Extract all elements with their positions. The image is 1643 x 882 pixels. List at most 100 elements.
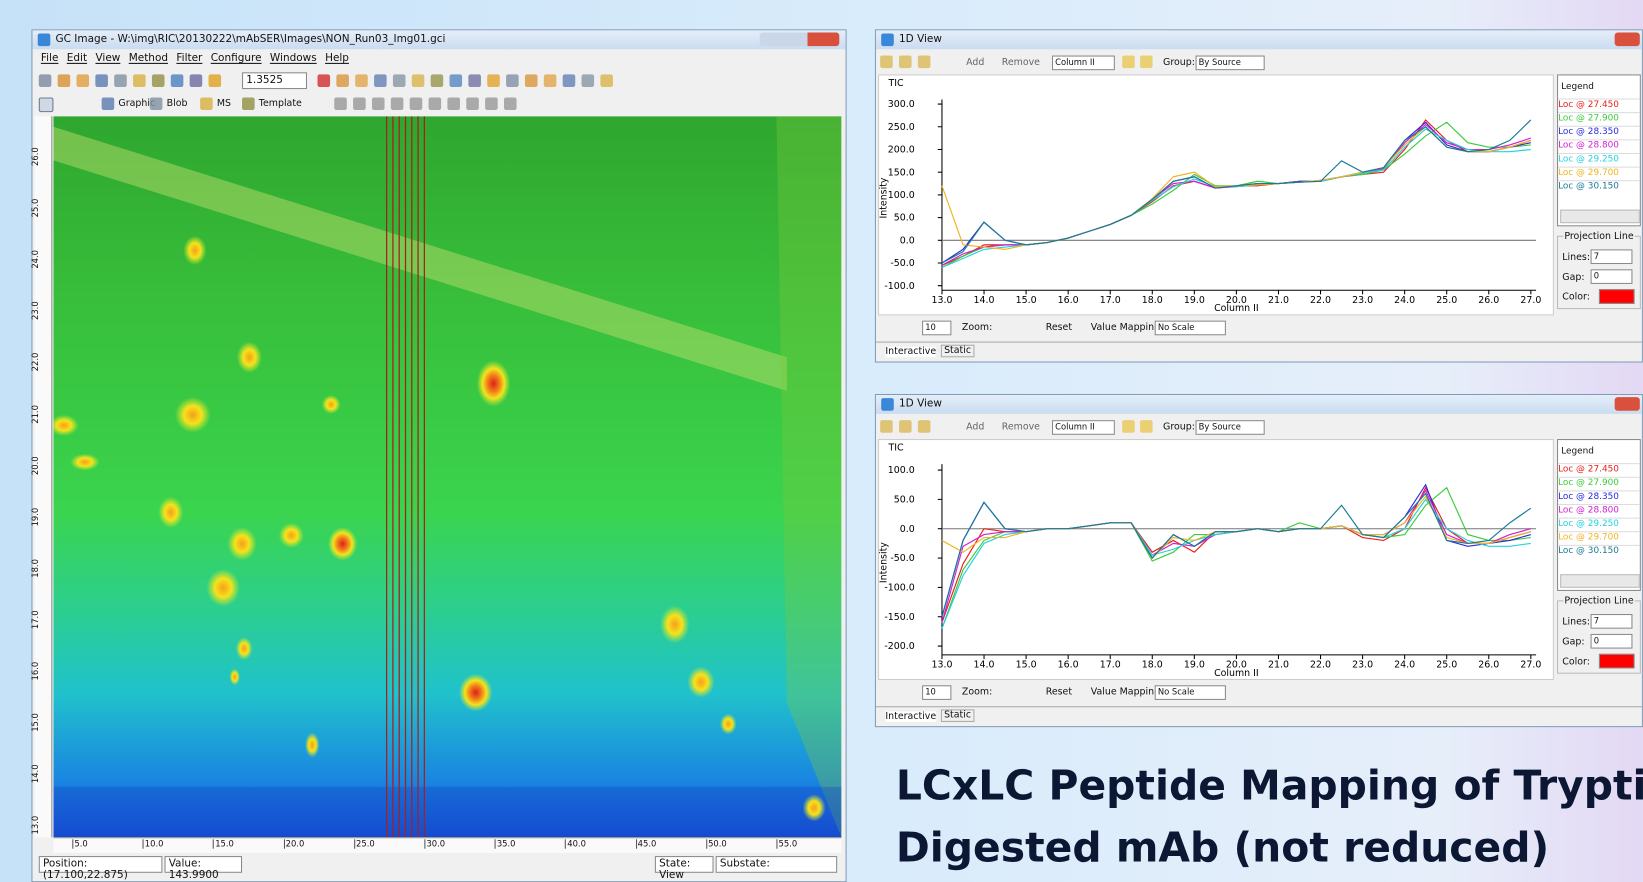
- y-tick-label: 300.0: [888, 99, 915, 110]
- x-tick-label: 14.0: [974, 659, 995, 670]
- view-window: 1D ViewAddRemoveColumn IIGroup:By Source…: [875, 29, 1643, 362]
- projection-lines: [387, 116, 425, 837]
- tool-button[interactable]: [58, 74, 71, 87]
- tool-button[interactable]: [393, 74, 406, 87]
- series-line: [942, 485, 1531, 617]
- menu-item[interactable]: Edit: [67, 52, 87, 64]
- tool-button[interactable]: [450, 74, 463, 87]
- x-axis-label: 25.0: [354, 839, 375, 848]
- tool-dropdown[interactable]: Template: [259, 98, 302, 108]
- y-tick-label: -50.0: [890, 258, 914, 269]
- menu-item[interactable]: View: [95, 52, 120, 64]
- tool-button[interactable]: [374, 74, 387, 87]
- y-axis-label: 17.0: [31, 610, 40, 629]
- y-tick-label: 0.0: [900, 524, 915, 535]
- tool-icon: [102, 97, 115, 110]
- tool-dropdown[interactable]: MS: [217, 98, 231, 108]
- x-tick-label: 16.0: [1058, 659, 1079, 670]
- app-icon: [38, 34, 51, 47]
- tool-button[interactable]: [133, 74, 146, 87]
- zoom-field[interactable]: 1.3525: [242, 72, 307, 89]
- tool-icon: [200, 97, 213, 110]
- tool-button[interactable]: [466, 97, 479, 110]
- tool-button[interactable]: [487, 74, 500, 87]
- x-tick-label: 23.0: [1352, 659, 1373, 670]
- x-tick-label: 19.0: [1184, 659, 1205, 670]
- series-line: [942, 122, 1531, 267]
- menu-item[interactable]: Method: [129, 52, 168, 64]
- tool-button[interactable]: [336, 74, 349, 87]
- y-axis-label: 14.0: [31, 765, 40, 784]
- y-tick-label: 50.0: [894, 213, 915, 224]
- y-axis-label: 21.0: [31, 405, 40, 424]
- tool-button[interactable]: [506, 74, 519, 87]
- tool-button[interactable]: [429, 97, 442, 110]
- tool-button[interactable]: [485, 97, 498, 110]
- tool-button[interactable]: [334, 97, 347, 110]
- y-tick-label: -150.0: [884, 612, 914, 623]
- tool-button[interactable]: [410, 97, 423, 110]
- tool-button[interactable]: [391, 97, 404, 110]
- tool-button[interactable]: [372, 97, 385, 110]
- y-axis-label: 19.0: [31, 507, 40, 526]
- main-window: GC Image - W:\img\RIC\20130222\mAbSER\Im…: [31, 29, 846, 882]
- menu-item[interactable]: Configure: [211, 52, 262, 64]
- band: [53, 787, 841, 837]
- tool-button[interactable]: [525, 74, 538, 87]
- heatmap: [53, 116, 841, 837]
- x-axis-label: 40.0: [565, 839, 586, 848]
- tool-button[interactable]: [600, 74, 613, 87]
- tool-button[interactable]: [95, 74, 108, 87]
- series-line: [942, 488, 1531, 629]
- tool-button[interactable]: [171, 74, 184, 87]
- tool-button[interactable]: [563, 74, 576, 87]
- tool-button[interactable]: [76, 74, 89, 87]
- x-tick-label: 20.0: [1226, 295, 1247, 306]
- y-axis-label: 26.0: [31, 147, 40, 166]
- y-axis-label: 18.0: [31, 559, 40, 578]
- menu-item[interactable]: File: [41, 52, 59, 64]
- x-tick-label: 18.0: [1142, 295, 1163, 306]
- x-tick-label: 14.0: [974, 295, 995, 306]
- chart-title: TIC: [888, 443, 905, 454]
- tool-button[interactable]: [190, 74, 203, 87]
- tool-button[interactable]: [39, 97, 54, 112]
- tool-button[interactable]: [431, 74, 444, 87]
- menu-item[interactable]: Help: [325, 52, 349, 64]
- menu-item[interactable]: Filter: [176, 52, 202, 64]
- tool-button[interactable]: [355, 74, 368, 87]
- menu-item[interactable]: Windows: [270, 52, 317, 64]
- tool-button[interactable]: [152, 74, 165, 87]
- tool-button[interactable]: [114, 74, 127, 87]
- y-axis-label: 24.0: [31, 250, 40, 269]
- tool-button[interactable]: [412, 74, 425, 87]
- tool-button[interactable]: [504, 97, 517, 110]
- tool-dropdown[interactable]: Blob: [167, 98, 188, 108]
- y-axis-label: 16.0: [31, 662, 40, 681]
- y-tick-label: 50.0: [894, 495, 915, 506]
- status-field: Position: (17.100,22.875): [39, 856, 163, 873]
- y-tick-label: 100.0: [888, 465, 915, 476]
- x-tick-label: 26.0: [1478, 659, 1499, 670]
- tool-button[interactable]: [39, 74, 52, 87]
- x-tick-label: 18.0: [1142, 659, 1163, 670]
- series-line: [942, 129, 1531, 267]
- y-tick-label: 0.0: [900, 235, 915, 246]
- tool-button[interactable]: [582, 74, 595, 87]
- page: GC Image - W:\img\RIC\20130222\mAbSER\Im…: [0, 0, 1643, 882]
- tool-button[interactable]: [209, 74, 222, 87]
- x-tick-label: 25.0: [1436, 295, 1457, 306]
- title-bar: GC Image - W:\img\RIC\20130222\mAbSER\Im…: [32, 30, 845, 49]
- x-tick-label: 27.0: [1520, 295, 1541, 306]
- tool-button[interactable]: [468, 74, 481, 87]
- y-tick-label: -50.0: [890, 553, 914, 564]
- x-axis-label: 50.0: [706, 839, 727, 848]
- tool-button[interactable]: [353, 97, 366, 110]
- tool-button[interactable]: [447, 97, 460, 110]
- y-tick-label: -100.0: [884, 281, 914, 292]
- window-buttons[interactable]: [760, 32, 840, 46]
- tool-button[interactable]: [317, 74, 330, 87]
- tool-button[interactable]: [544, 74, 557, 87]
- line-chart: TICIntensityColumn II300.0250.0200.0150.…: [876, 30, 1643, 363]
- x-axis-label: 15.0: [213, 839, 234, 848]
